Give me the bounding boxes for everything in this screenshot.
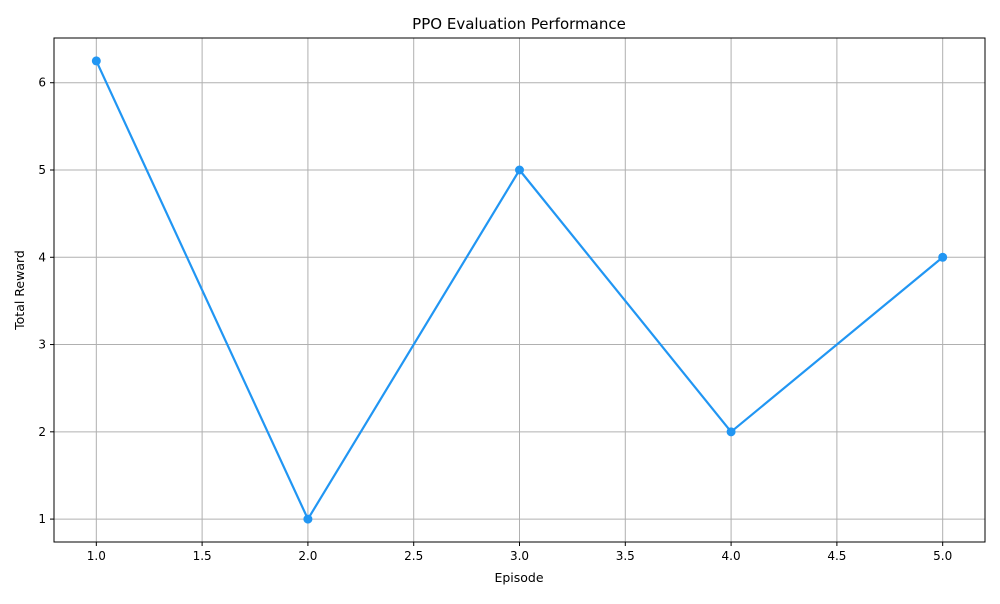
x-axis-ticks: 1.0 1.5 2.0 2.5 3.0 3.5 4.0 4.5 5.0: [87, 542, 952, 563]
chart-title: PPO Evaluation Performance: [412, 15, 626, 33]
y-tick-label: 2: [38, 425, 46, 439]
y-tick-label: 6: [38, 76, 46, 90]
x-tick-label: 3.5: [616, 549, 635, 563]
x-axis-label: Episode: [494, 570, 543, 585]
data-point: [938, 252, 948, 262]
y-axis-label: Total Reward: [12, 250, 27, 331]
x-tick-label: 1.5: [193, 549, 212, 563]
grid: [54, 38, 985, 542]
y-axis-ticks: 1 2 3 4 5 6: [38, 76, 54, 526]
x-tick-label: 1.0: [87, 549, 106, 563]
x-tick-label: 2.0: [298, 549, 317, 563]
x-tick-label: 3.0: [510, 549, 529, 563]
y-tick-label: 1: [38, 512, 46, 526]
y-tick-label: 5: [38, 163, 46, 177]
series-layer: [91, 56, 948, 524]
x-tick-label: 4.5: [827, 549, 846, 563]
y-tick-label: 4: [38, 250, 46, 264]
x-tick-label: 5.0: [933, 549, 952, 563]
x-tick-label: 2.5: [404, 549, 423, 563]
data-point: [303, 514, 313, 524]
data-point: [726, 427, 736, 437]
data-point: [91, 56, 101, 66]
data-point: [515, 165, 524, 175]
y-tick-label: 3: [38, 338, 46, 352]
x-tick-label: 4.0: [722, 549, 741, 563]
